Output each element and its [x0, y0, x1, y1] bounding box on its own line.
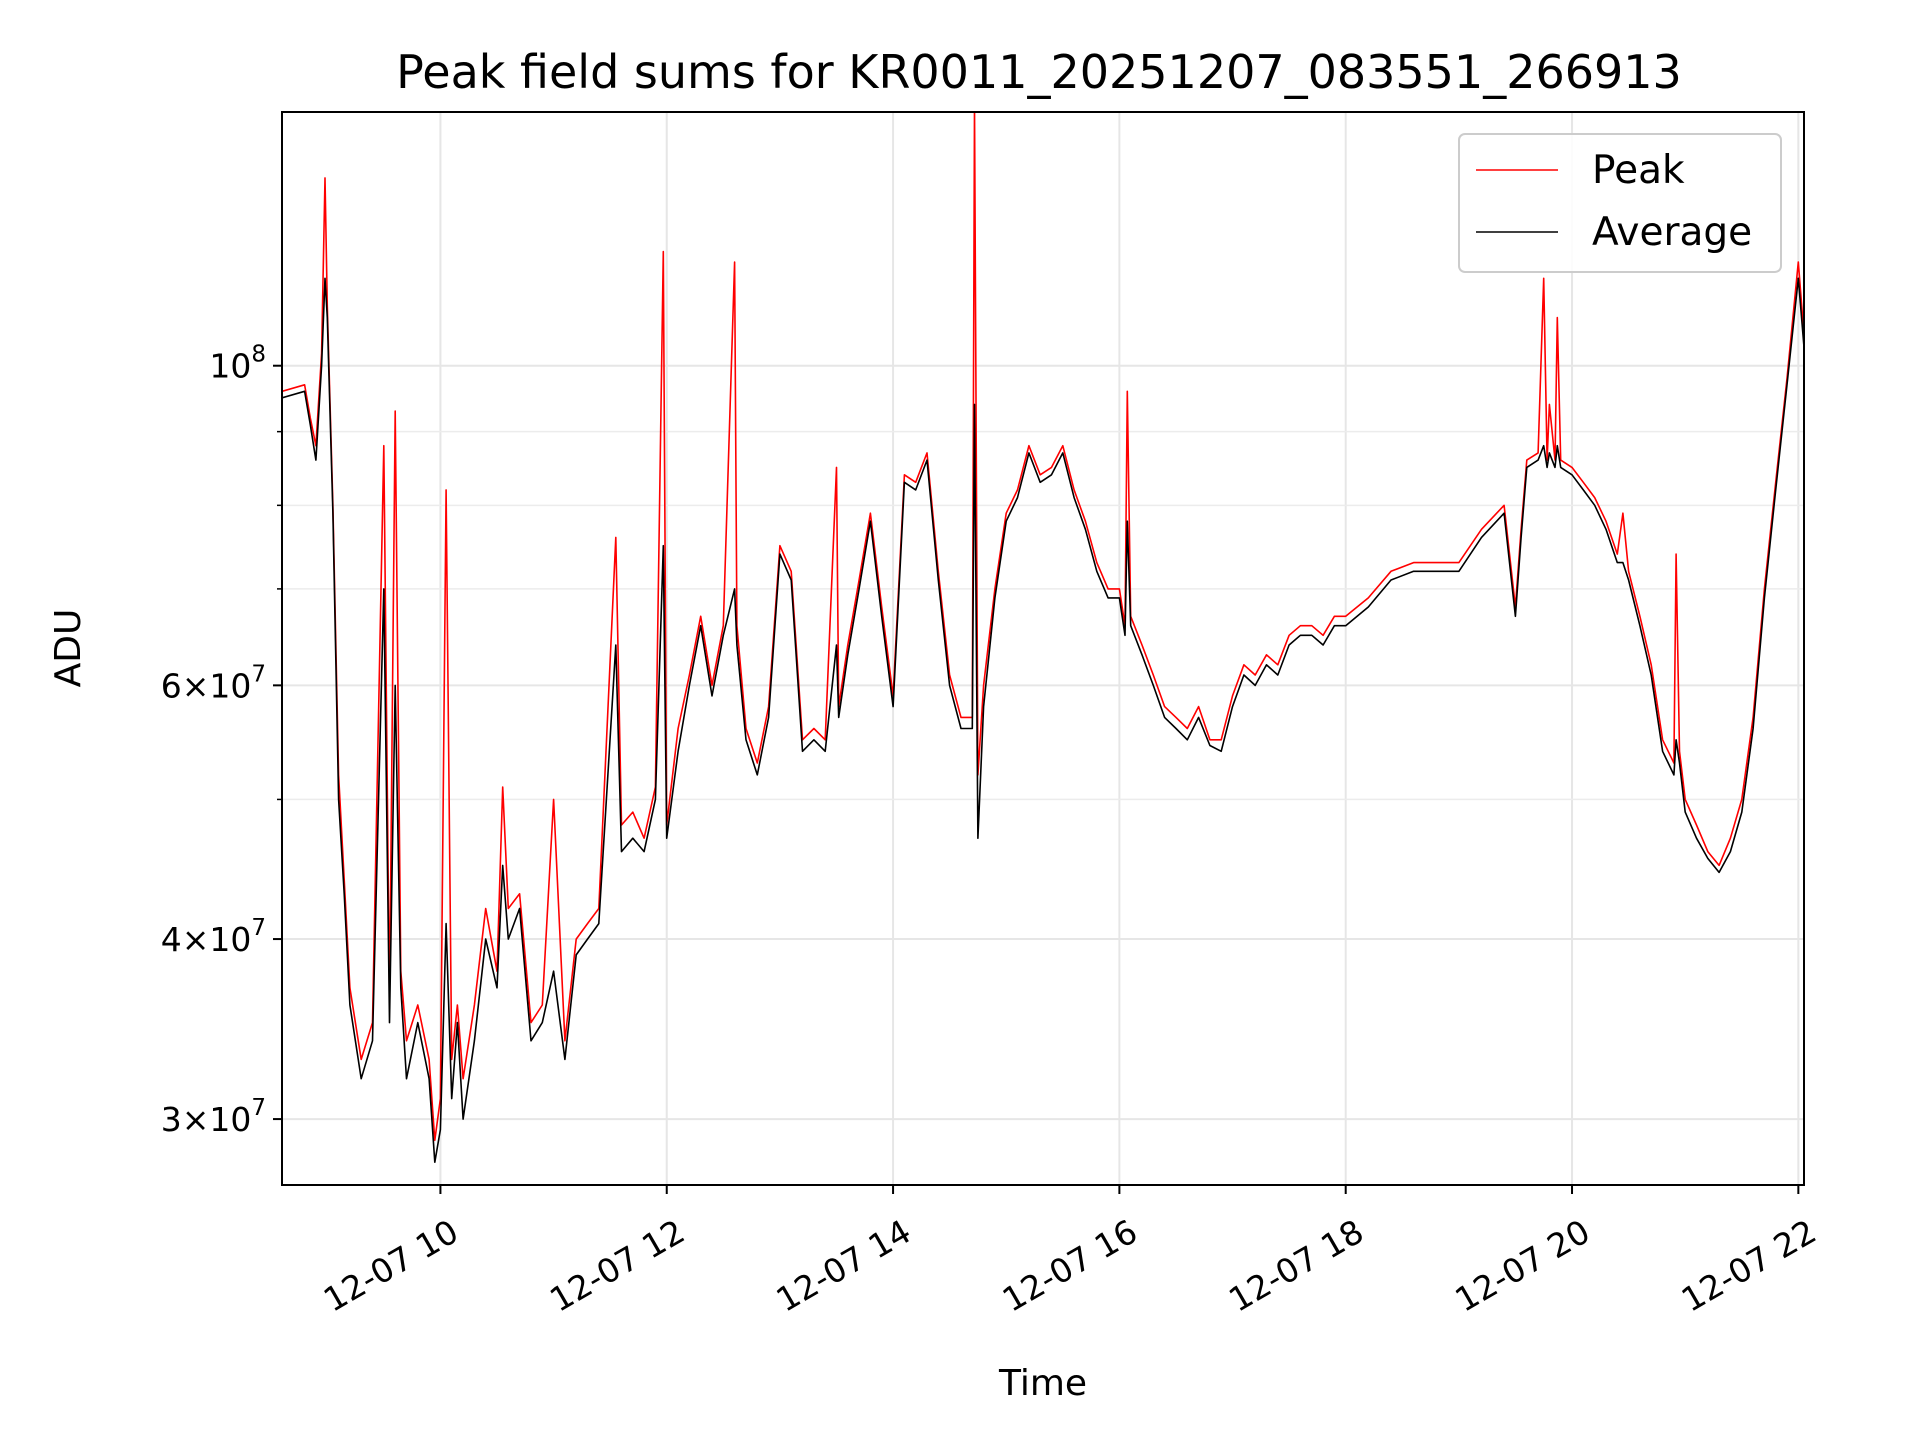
legend-box [1458, 133, 1782, 273]
legend-label-peak: Peak [1592, 148, 1685, 193]
x-tick-label: 12-07 22 [1675, 1212, 1823, 1320]
series-line-average [282, 277, 1804, 1163]
y-axis: 3×107 4×107 6×107 108 [161, 342, 282, 1139]
plot-frame [281, 111, 1805, 1186]
y-tick-label: 108 [209, 342, 266, 386]
x-axis-label: Time [998, 1363, 1087, 1404]
y-tick-label: 6×107 [161, 661, 266, 705]
plot-area [282, 112, 1804, 1163]
x-tick-label: 12-07 20 [1448, 1212, 1596, 1320]
grid [282, 112, 1804, 1185]
series-line-peak [282, 112, 1804, 1142]
x-tick-label: 12-07 18 [1222, 1212, 1370, 1320]
y-axis-label: ADU [48, 609, 89, 688]
legend: Peak Average [1458, 133, 1782, 273]
y-tick-label: 4×107 [161, 915, 266, 959]
y-tick-label: 3×107 [161, 1095, 266, 1139]
x-tick-label: 12-07 12 [543, 1212, 691, 1320]
x-tick-label: 12-07 16 [996, 1212, 1144, 1320]
legend-label-average: Average [1592, 210, 1752, 255]
x-tick-label: 12-07 10 [317, 1212, 465, 1320]
chart-title: Peak field sums for KR0011_20251207_0835… [396, 45, 1682, 99]
x-tick-label: 12-07 14 [769, 1212, 917, 1320]
x-axis: 12-07 10 12-07 12 12-07 14 12-07 16 12-07 18… [317, 1185, 1823, 1320]
